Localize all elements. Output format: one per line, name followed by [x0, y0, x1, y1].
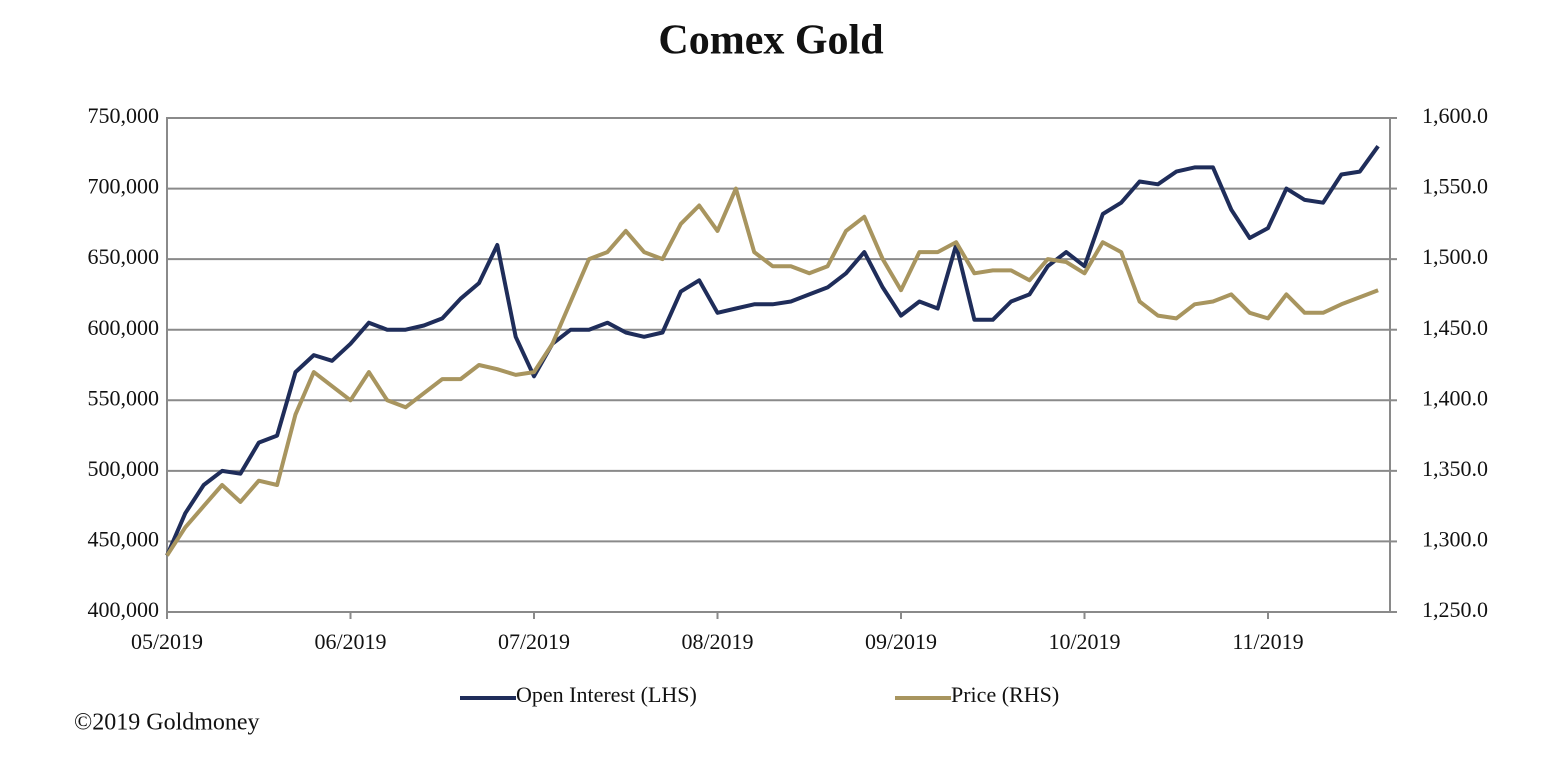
series-line [165, 145, 1380, 557]
legend-label: Price (RHS) [951, 682, 1059, 707]
copyright: ©2019 Goldmoney [74, 710, 260, 736]
x-tick-label: 10/2019 [1048, 629, 1120, 654]
y-tick-label: 700,000 [88, 174, 160, 199]
chart-title: Comex Gold [658, 18, 883, 64]
y-tick-label: 400,000 [88, 597, 160, 622]
x-tick-label: 09/2019 [865, 629, 937, 654]
y-tick-label: 650,000 [88, 244, 160, 269]
y2-tick-label: 1,550.0 [1422, 174, 1488, 199]
x-tick-label: 08/2019 [681, 629, 753, 654]
y-tick-label: 600,000 [88, 315, 160, 340]
y-tick-label: 450,000 [88, 526, 160, 551]
x-tick-label: 05/2019 [131, 629, 203, 654]
x-tick-label: 07/2019 [498, 629, 570, 654]
y2-tick-label: 1,600.0 [1422, 103, 1488, 128]
y2-tick-label: 1,450.0 [1422, 315, 1488, 340]
y2-tick-label: 1,350.0 [1422, 456, 1488, 481]
y2-tick-label: 1,500.0 [1422, 244, 1488, 269]
y2-tick-label: 1,400.0 [1422, 385, 1488, 410]
y2-tick-label: 1,250.0 [1422, 597, 1488, 622]
plot-frame [166, 117, 1391, 613]
x-tick-label: 11/2019 [1232, 629, 1303, 654]
y2-tick-label: 1,300.0 [1422, 526, 1488, 551]
y-tick-label: 550,000 [88, 385, 160, 410]
y-tick-label: 750,000 [88, 103, 160, 128]
y-tick-label: 500,000 [88, 456, 160, 481]
legend-label: Open Interest (LHS) [516, 682, 697, 707]
x-tick-label: 06/2019 [314, 629, 386, 654]
series-line [165, 186, 1379, 557]
